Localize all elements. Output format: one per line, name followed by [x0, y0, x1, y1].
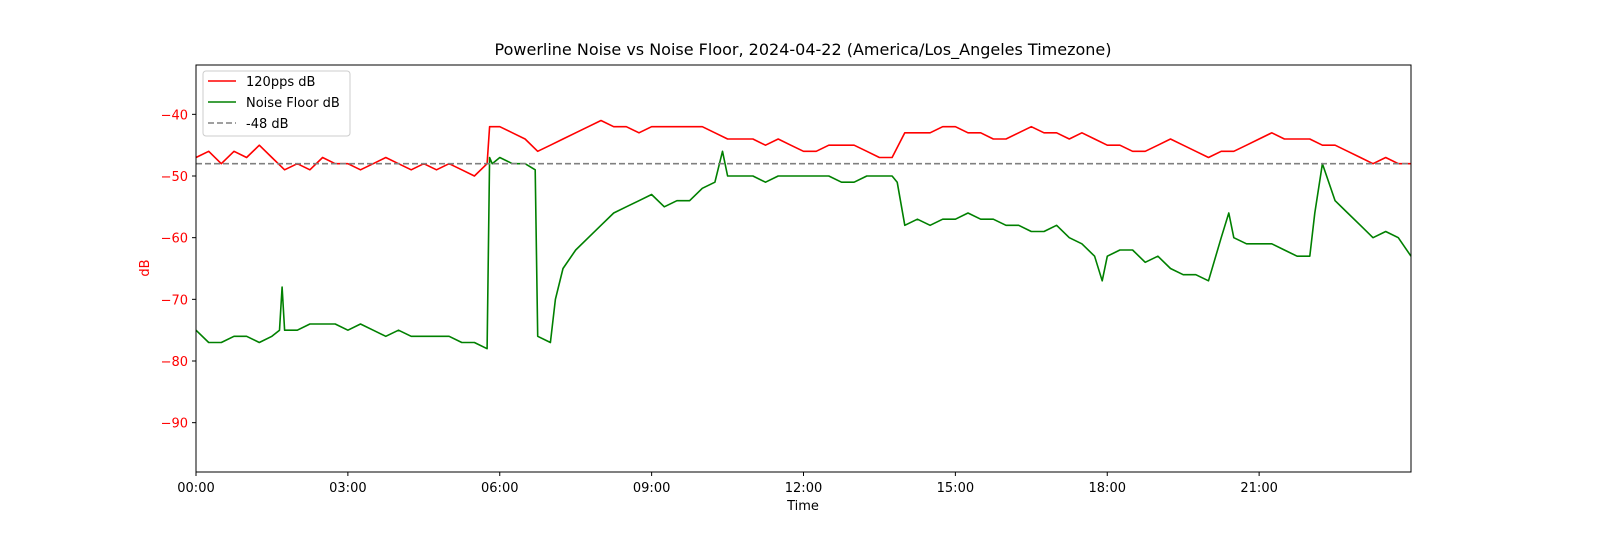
series-layer: [195, 119, 1412, 350]
legend: 120pps dB Noise Floor dB -48 dB: [202, 70, 351, 137]
x-tick-label: 09:00: [633, 481, 670, 496]
x-tick-label: 21:00: [1240, 481, 1277, 496]
y-tick-label: −80: [161, 355, 188, 370]
x-axis: 00:00 03:00 06:00 09:00 12:00 15:00 18:00 21:00: [177, 472, 1278, 496]
chart-title: Powerline Noise vs Noise Floor, 2024-04-…: [495, 40, 1112, 60]
series-line-0: [195, 119, 1411, 177]
y-axis-label: dB: [138, 259, 153, 276]
x-tick-label: 00:00: [177, 481, 214, 496]
y-tick-label: −70: [161, 293, 188, 308]
x-tick-label: 18:00: [1089, 481, 1126, 496]
x-tick-label: 12:00: [785, 481, 822, 496]
y-axis: −40 −50 −60 −70 −80 −90: [161, 108, 196, 432]
x-tick-label: 03:00: [329, 481, 366, 496]
x-tick-label: 15:00: [937, 481, 974, 496]
legend-label-2: -48 dB: [246, 117, 289, 132]
plot-frame: [195, 64, 1412, 473]
y-tick-label: −40: [161, 108, 188, 123]
x-axis-label: Time: [786, 499, 819, 514]
x-tick-label: 06:00: [481, 481, 518, 496]
y-tick-label: −50: [161, 170, 188, 185]
y-tick-label: −60: [161, 232, 188, 247]
y-tick-label: −90: [161, 417, 188, 432]
legend-label-0: 120pps dB: [246, 75, 315, 90]
legend-box: [202, 70, 351, 137]
legend-label-1: Noise Floor dB: [246, 96, 340, 111]
series-line-1: [195, 150, 1412, 350]
